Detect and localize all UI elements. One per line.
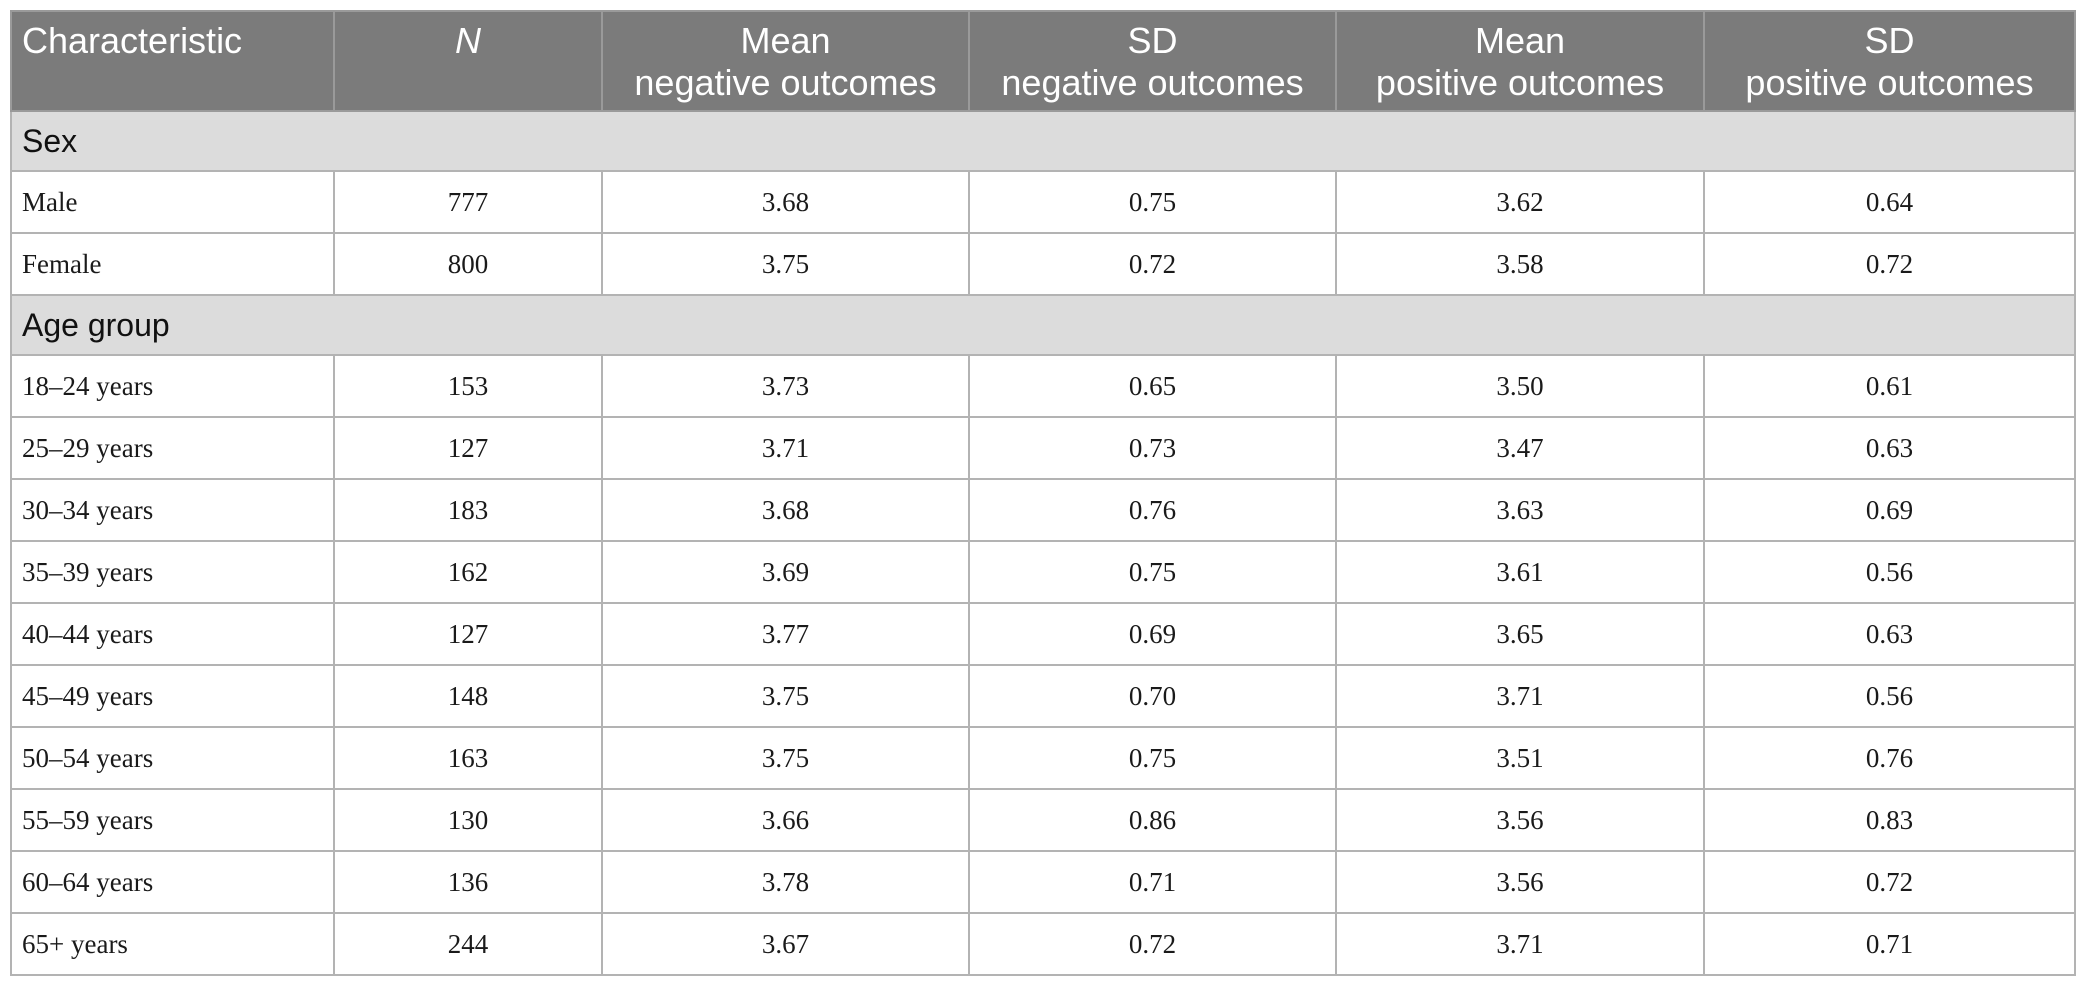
cell-mean-negative: 3.67 <box>601 912 970 976</box>
cell-characteristic: Male <box>10 170 335 234</box>
cell-sd-positive: 0.56 <box>1703 664 2076 728</box>
cell-mean-positive: 3.61 <box>1335 540 1705 604</box>
table-row: Female 800 3.75 0.72 3.58 0.72 <box>10 232 2076 296</box>
cell-n: 136 <box>333 850 603 914</box>
cell-characteristic: 18–24 years <box>10 354 335 418</box>
cell-n: 127 <box>333 602 603 666</box>
cell-characteristic: 35–39 years <box>10 540 335 604</box>
cell-mean-negative: 3.75 <box>601 232 970 296</box>
cell-mean-negative: 3.75 <box>601 726 970 790</box>
cell-sd-negative: 0.75 <box>968 726 1337 790</box>
cell-mean-negative: 3.66 <box>601 788 970 852</box>
cell-characteristic: 60–64 years <box>10 850 335 914</box>
table-row: 40–44 years 127 3.77 0.69 3.65 0.63 <box>10 602 2076 666</box>
table-row: 30–34 years 183 3.68 0.76 3.63 0.69 <box>10 478 2076 542</box>
cell-sd-negative: 0.72 <box>968 912 1337 976</box>
cell-sd-positive: 0.64 <box>1703 170 2076 234</box>
cell-mean-negative: 3.77 <box>601 602 970 666</box>
header-row: Characteristic N Mean negative outcomes … <box>10 10 2076 112</box>
cell-mean-negative: 3.68 <box>601 478 970 542</box>
header-n: N <box>333 10 603 112</box>
cell-n: 163 <box>333 726 603 790</box>
cell-mean-positive: 3.51 <box>1335 726 1705 790</box>
cell-mean-negative: 3.68 <box>601 170 970 234</box>
cell-characteristic: 25–29 years <box>10 416 335 480</box>
header-sd-negative: SD negative outcomes <box>968 10 1337 112</box>
header-mean-negative: Mean negative outcomes <box>601 10 970 112</box>
cell-characteristic: 55–59 years <box>10 788 335 852</box>
table-row: 65+ years 244 3.67 0.72 3.71 0.71 <box>10 912 2076 976</box>
cell-n: 183 <box>333 478 603 542</box>
table-row: 50–54 years 163 3.75 0.75 3.51 0.76 <box>10 726 2076 790</box>
section-title: Age group <box>10 294 2076 356</box>
table-row: 18–24 years 153 3.73 0.65 3.50 0.61 <box>10 354 2076 418</box>
table-row: 60–64 years 136 3.78 0.71 3.56 0.72 <box>10 850 2076 914</box>
cell-sd-positive: 0.63 <box>1703 416 2076 480</box>
cell-sd-negative: 0.70 <box>968 664 1337 728</box>
cell-sd-negative: 0.72 <box>968 232 1337 296</box>
cell-sd-positive: 0.63 <box>1703 602 2076 666</box>
cell-n: 244 <box>333 912 603 976</box>
section-row: Age group <box>10 294 2076 356</box>
cell-sd-positive: 0.56 <box>1703 540 2076 604</box>
cell-characteristic: Female <box>10 232 335 296</box>
header-sd-positive: SD positive outcomes <box>1703 10 2076 112</box>
cell-sd-negative: 0.65 <box>968 354 1337 418</box>
cell-mean-negative: 3.69 <box>601 540 970 604</box>
header-characteristic: Characteristic <box>10 10 335 112</box>
table-row: 35–39 years 162 3.69 0.75 3.61 0.56 <box>10 540 2076 604</box>
cell-sd-negative: 0.75 <box>968 540 1337 604</box>
cell-sd-positive: 0.61 <box>1703 354 2076 418</box>
cell-characteristic: 65+ years <box>10 912 335 976</box>
cell-n: 777 <box>333 170 603 234</box>
cell-n: 130 <box>333 788 603 852</box>
cell-mean-positive: 3.58 <box>1335 232 1705 296</box>
cell-n: 148 <box>333 664 603 728</box>
table-container: Characteristic N Mean negative outcomes … <box>10 10 2076 976</box>
cell-mean-positive: 3.65 <box>1335 602 1705 666</box>
cell-sd-positive: 0.72 <box>1703 232 2076 296</box>
table-row: 55–59 years 130 3.66 0.86 3.56 0.83 <box>10 788 2076 852</box>
cell-sd-positive: 0.72 <box>1703 850 2076 914</box>
cell-mean-positive: 3.71 <box>1335 912 1705 976</box>
cell-mean-positive: 3.62 <box>1335 170 1705 234</box>
cell-characteristic: 45–49 years <box>10 664 335 728</box>
table-body: Sex Male 777 3.68 0.75 3.62 0.64 Female 800 3.75 0… <box>10 110 2076 976</box>
cell-mean-positive: 3.56 <box>1335 850 1705 914</box>
cell-mean-positive: 3.71 <box>1335 664 1705 728</box>
cell-mean-negative: 3.71 <box>601 416 970 480</box>
cell-characteristic: 40–44 years <box>10 602 335 666</box>
cell-characteristic: 50–54 years <box>10 726 335 790</box>
cell-sd-positive: 0.83 <box>1703 788 2076 852</box>
cell-sd-positive: 0.71 <box>1703 912 2076 976</box>
cell-sd-negative: 0.69 <box>968 602 1337 666</box>
cell-mean-negative: 3.75 <box>601 664 970 728</box>
cell-n: 153 <box>333 354 603 418</box>
cell-mean-positive: 3.56 <box>1335 788 1705 852</box>
cell-sd-negative: 0.71 <box>968 850 1337 914</box>
section-row: Sex <box>10 110 2076 172</box>
cell-characteristic: 30–34 years <box>10 478 335 542</box>
table-header: Characteristic N Mean negative outcomes … <box>10 10 2076 112</box>
cell-mean-positive: 3.50 <box>1335 354 1705 418</box>
cell-mean-positive: 3.47 <box>1335 416 1705 480</box>
table-row: 45–49 years 148 3.75 0.70 3.71 0.56 <box>10 664 2076 728</box>
cell-sd-negative: 0.86 <box>968 788 1337 852</box>
cell-sd-positive: 0.69 <box>1703 478 2076 542</box>
cell-sd-negative: 0.76 <box>968 478 1337 542</box>
cell-mean-negative: 3.78 <box>601 850 970 914</box>
cell-sd-negative: 0.75 <box>968 170 1337 234</box>
header-mean-positive: Mean positive outcomes <box>1335 10 1705 112</box>
table-row: 25–29 years 127 3.71 0.73 3.47 0.63 <box>10 416 2076 480</box>
cell-mean-negative: 3.73 <box>601 354 970 418</box>
cell-n: 127 <box>333 416 603 480</box>
data-table: Characteristic N Mean negative outcomes … <box>10 10 2076 976</box>
cell-sd-positive: 0.76 <box>1703 726 2076 790</box>
section-title: Sex <box>10 110 2076 172</box>
cell-n: 800 <box>333 232 603 296</box>
table-row: Male 777 3.68 0.75 3.62 0.64 <box>10 170 2076 234</box>
cell-n: 162 <box>333 540 603 604</box>
cell-sd-negative: 0.73 <box>968 416 1337 480</box>
cell-mean-positive: 3.63 <box>1335 478 1705 542</box>
